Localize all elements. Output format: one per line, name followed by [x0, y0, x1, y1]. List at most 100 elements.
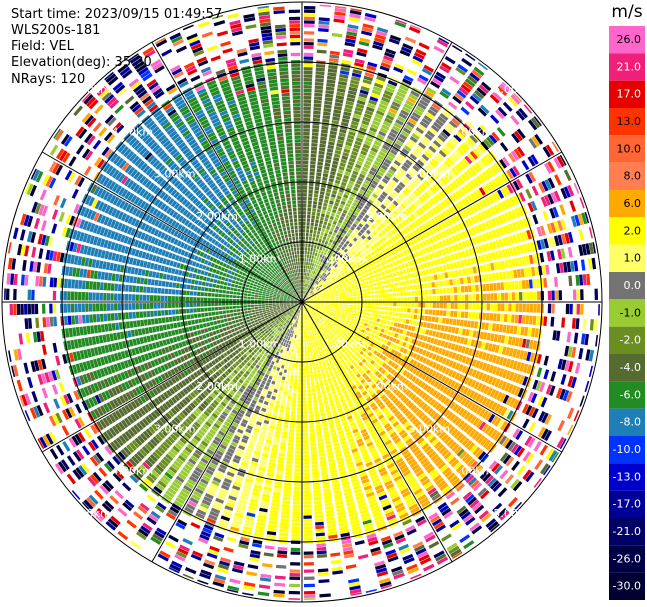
gate — [327, 272, 331, 276]
gate — [303, 31, 315, 35]
gate — [307, 353, 311, 357]
gate — [392, 200, 399, 207]
gate — [273, 488, 281, 493]
gate — [516, 269, 522, 278]
gate — [435, 71, 446, 80]
gate — [323, 367, 328, 372]
gate — [453, 214, 460, 222]
gate — [472, 190, 480, 200]
gate — [400, 165, 409, 172]
gate — [453, 286, 458, 293]
gate — [448, 139, 457, 148]
gate — [421, 168, 429, 176]
gate — [294, 457, 301, 462]
gate — [397, 239, 403, 245]
gate — [358, 214, 364, 220]
gate — [351, 120, 359, 126]
gate — [395, 207, 401, 214]
gate — [580, 179, 588, 192]
gate — [337, 289, 341, 293]
gate — [472, 148, 481, 158]
gate — [293, 356, 296, 361]
gate — [307, 251, 310, 255]
gate — [373, 116, 382, 123]
gate — [388, 288, 393, 293]
gate — [304, 276, 306, 280]
gate — [469, 134, 479, 144]
gate — [406, 233, 412, 240]
gate — [493, 303, 498, 311]
gate — [602, 256, 607, 268]
gate — [396, 246, 402, 252]
gate — [417, 217, 423, 225]
gate — [463, 184, 472, 193]
gate — [406, 248, 411, 254]
gate — [338, 306, 343, 309]
gate — [303, 522, 313, 527]
gate — [316, 281, 320, 285]
gate — [323, 397, 328, 402]
gate — [442, 174, 451, 183]
gate — [367, 599, 381, 600]
gate — [457, 175, 465, 184]
gate — [294, 374, 298, 379]
gate — [463, 196, 471, 205]
gate — [348, 17, 361, 23]
gate — [342, 267, 347, 272]
gate — [318, 24, 330, 29]
gate — [445, 318, 450, 325]
gate — [359, 37, 371, 44]
gate — [323, 400, 329, 405]
gate — [339, 249, 343, 254]
gate — [309, 290, 313, 294]
gate — [276, 553, 287, 558]
gate — [507, 152, 517, 163]
gate — [425, 296, 429, 302]
gate — [388, 182, 395, 189]
gate — [415, 209, 422, 216]
gate — [312, 366, 316, 371]
gate — [317, 158, 324, 162]
gate — [438, 280, 443, 287]
gate — [334, 11, 346, 17]
gate — [314, 81, 324, 86]
gate — [280, 442, 287, 446]
gate — [356, 240, 361, 245]
gate — [372, 143, 380, 150]
gate — [303, 63, 313, 68]
gate — [348, 242, 353, 248]
gate — [308, 410, 313, 415]
gate — [591, 382, 598, 395]
gate — [375, 173, 382, 180]
gate — [370, 325, 375, 329]
gate — [303, 74, 313, 78]
gate — [455, 66, 466, 76]
gate — [417, 159, 425, 167]
gate — [326, 185, 333, 190]
gate — [530, 154, 539, 165]
gate — [302, 268, 304, 273]
gate — [327, 284, 331, 287]
gate — [308, 196, 313, 201]
gate — [311, 356, 314, 360]
gate — [335, 176, 342, 181]
gate — [403, 162, 411, 169]
gate — [444, 229, 451, 237]
gate — [352, 0, 364, 1]
gate — [579, 274, 584, 286]
gate — [339, 258, 344, 263]
gate — [321, 390, 326, 395]
gate — [313, 279, 317, 283]
gate — [324, 240, 329, 245]
gate — [439, 131, 449, 140]
gate — [300, 313, 302, 318]
gate — [378, 332, 384, 337]
gate — [335, 283, 339, 287]
gate — [303, 536, 313, 541]
gate — [313, 373, 318, 378]
gate — [325, 214, 330, 219]
gate — [387, 231, 393, 238]
gate — [331, 293, 335, 296]
gate — [310, 439, 316, 443]
gate — [454, 92, 465, 102]
